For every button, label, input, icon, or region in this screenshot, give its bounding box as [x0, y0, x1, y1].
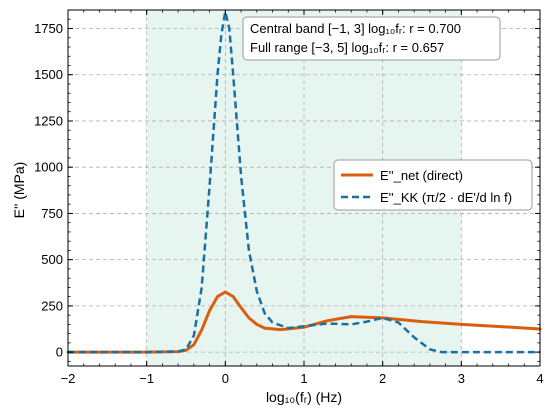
x-tick-label: 4 [536, 371, 543, 386]
x-tick-label: 3 [458, 371, 465, 386]
annotation-line-1: Central band [−1, 3] log₁₀fᵣ: r = 0.700 [250, 21, 461, 36]
x-axis: −2 −1 0 1 2 3 4 [61, 10, 544, 386]
y-tick-label: 1750 [34, 21, 63, 36]
y-tick-label: 1500 [34, 67, 63, 82]
legend-label-net: E''_net (direct) [380, 168, 463, 183]
y-axis-label: E'' (MPa) [11, 162, 27, 219]
series-line-1 [68, 10, 540, 354]
y-axis: 0 250 500 750 1000 1250 1500 1750 [34, 9, 540, 362]
y-tick-label: 0 [56, 345, 63, 360]
x-tick-label: −2 [61, 371, 76, 386]
x-tick-label: 2 [379, 371, 386, 386]
x-axis-label: log₁₀(fᵣ) (Hz) [266, 389, 342, 405]
y-tick-label: 750 [41, 206, 63, 221]
legend-box [333, 159, 533, 211]
legend-label-kk: E''_KK (π/2 · dE'/d ln f) [380, 190, 512, 205]
y-tick-label: 1250 [34, 113, 63, 128]
x-tick-label: 1 [300, 371, 307, 386]
x-tick-label: 0 [222, 371, 229, 386]
legend: E''_net (direct) E''_KK (π/2 · dE'/d ln … [333, 159, 533, 211]
y-tick-label: 250 [41, 298, 63, 313]
y-tick-label: 1000 [34, 160, 63, 175]
x-tick-label: −1 [139, 371, 154, 386]
y-tick-label: 500 [41, 252, 63, 267]
series-line-0 [66, 290, 542, 354]
annotation-line-2: Full range [−3, 5] log₁₀fᵣ: r = 0.657 [250, 40, 444, 55]
annotation-box: Central band [−1, 3] log₁₀fᵣ: r = 0.700 … [242, 16, 501, 61]
